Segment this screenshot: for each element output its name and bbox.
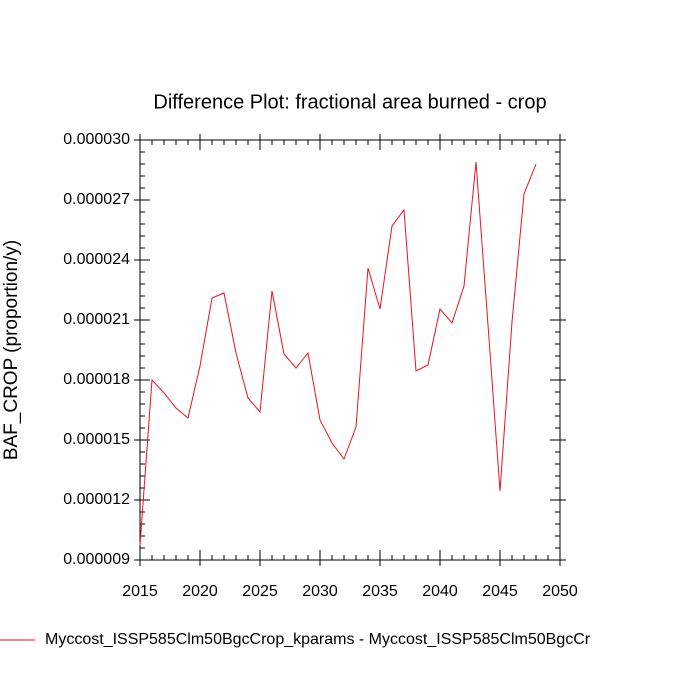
y-tick-label: 0.000021 xyxy=(63,311,130,328)
x-tick-label: 2040 xyxy=(422,583,458,600)
y-tick-label: 0.000015 xyxy=(63,431,130,448)
y-axis-label: BAF_CROP (proportion/y) xyxy=(1,240,22,460)
x-tick-label: 2020 xyxy=(182,583,218,600)
y-tick-label: 0.000012 xyxy=(63,491,130,508)
x-tick-label: 2025 xyxy=(242,583,278,600)
x-tick-label: 2035 xyxy=(362,583,398,600)
x-tick-label: 2045 xyxy=(482,583,518,600)
y-tick-label: 0.000027 xyxy=(63,191,130,208)
y-tick-label: 0.000024 xyxy=(63,251,130,268)
x-tick-label: 2015 xyxy=(122,583,158,600)
data-line xyxy=(139,161,537,546)
x-tick-label: 2030 xyxy=(302,583,338,600)
y-tick-label: 0.000009 xyxy=(63,551,130,568)
legend-label: Myccost_ISSP585Clm50BgcCrop_kparams - My… xyxy=(45,631,591,648)
y-tick-label: 0.000030 xyxy=(63,131,130,148)
plot-frame xyxy=(139,139,561,561)
x-tick-label: 2050 xyxy=(542,583,578,600)
y-tick-label: 0.000018 xyxy=(63,371,130,388)
chart-title: Difference Plot: fractional area burned … xyxy=(153,91,546,113)
